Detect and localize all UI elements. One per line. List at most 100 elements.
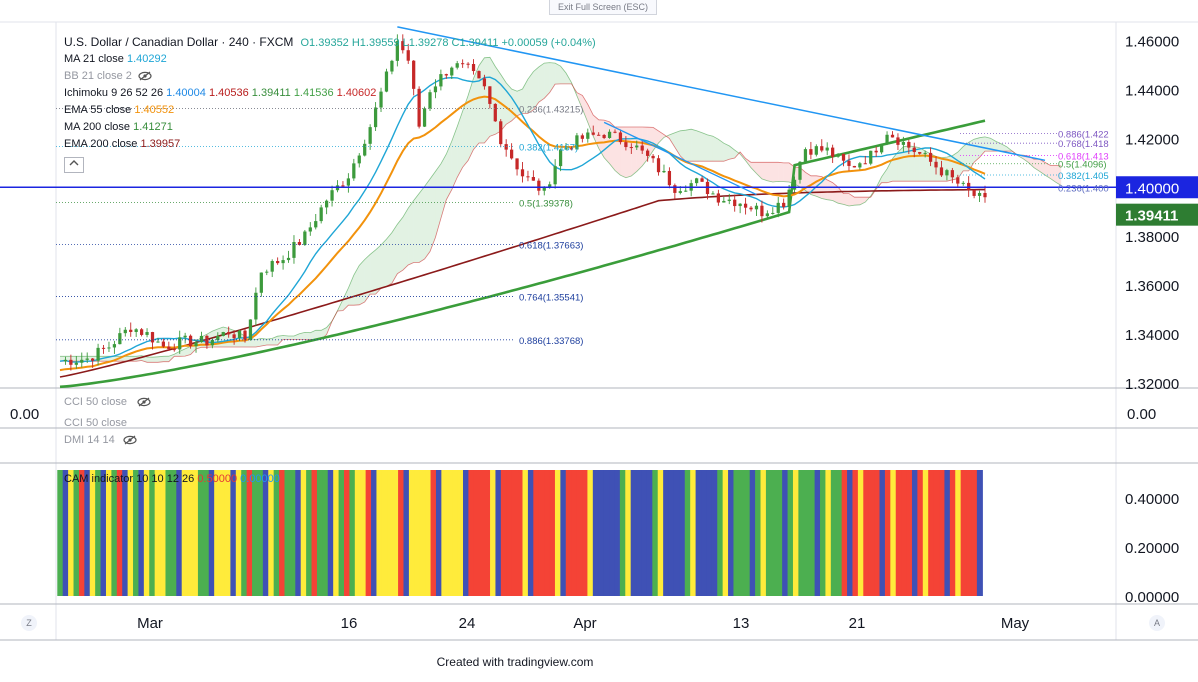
chevron-up-icon [69, 160, 79, 166]
candle-body [667, 170, 672, 186]
cam-bar [95, 470, 102, 596]
legend-ma200[interactable]: MA 200 close 1.41271 [64, 120, 596, 134]
candle-body [907, 141, 911, 148]
cam-bar [733, 470, 740, 596]
candle-body [760, 205, 764, 217]
ichimoku-cloud-segment [179, 348, 186, 357]
ichimoku-cloud-segment [974, 137, 980, 163]
candle-body [961, 182, 965, 184]
cam-bar [284, 470, 291, 596]
legend-ema55[interactable]: EMA 55 close 1.40552 [64, 103, 596, 117]
ichimoku-cloud-segment [625, 126, 632, 178]
candle-body [373, 107, 378, 128]
candle-body [792, 179, 797, 190]
ichimoku-cloud-segment [451, 126, 458, 190]
dmi-legend[interactable]: DMI 14 14 [64, 433, 137, 447]
cam-tick-label: 0.20000 [1125, 540, 1179, 557]
auto-scale-button[interactable]: A [1149, 615, 1165, 631]
cam-bar [414, 470, 421, 596]
candle-body [613, 131, 617, 133]
candle-body [123, 329, 127, 334]
legend-bb21[interactable]: BB 21 close 2 [64, 69, 596, 83]
candle-body [205, 335, 209, 346]
candle-body [983, 192, 987, 198]
trend-line [397, 26, 1046, 162]
symbol-title[interactable]: U.S. Dollar / Canadian Dollar · 240 · FX… [64, 35, 294, 49]
cam-bar [246, 470, 253, 596]
ichimoku-cloud-segment [593, 115, 599, 149]
cam-bar [279, 470, 286, 596]
cam-bar [327, 470, 334, 596]
exit-fullscreen-button[interactable]: Exit Full Screen (ESC) [549, 0, 657, 15]
candle-body [896, 137, 900, 145]
candle-body [950, 170, 954, 178]
cam-bar [901, 470, 908, 596]
candle-body [178, 337, 182, 350]
ichimoku-cloud-segment [288, 335, 294, 340]
candle-body [776, 202, 780, 213]
ichimoku-cloud-segment [767, 162, 773, 182]
bb21-label: BB 21 close 2 [64, 70, 132, 82]
legend-ichimoku[interactable]: Ichimoku 9 26 52 26 1.40004 1.40536 1.39… [64, 86, 596, 100]
cam-bar [560, 470, 567, 596]
candle-body [265, 271, 269, 273]
candle-body [471, 64, 476, 72]
cam-bar [381, 470, 388, 596]
cam-bar [435, 470, 442, 596]
cam-bar [939, 470, 946, 596]
candle-body [700, 178, 704, 182]
legend-ema200[interactable]: EMA 200 close 1.39957 [64, 137, 596, 151]
hidden-eye-icon[interactable] [123, 435, 137, 445]
ichimoku-cloud-segment [963, 142, 969, 171]
cam-bar [668, 470, 675, 596]
cam-bar [949, 470, 956, 596]
cam-bar [425, 470, 432, 596]
collapse-legend-button[interactable] [64, 157, 84, 173]
candle-body [199, 335, 204, 343]
cam-legend[interactable]: CAM indicator 10 10 12 26 0.50000 0.0000… [64, 472, 280, 486]
ichimoku-cloud-segment [881, 168, 888, 183]
candle-body [368, 127, 372, 144]
cam-bar [787, 470, 794, 596]
cam-bar [625, 470, 632, 596]
hidden-eye-icon[interactable] [138, 71, 152, 81]
candle-body [352, 163, 356, 179]
cam-bar [879, 470, 886, 596]
candle-body [69, 359, 73, 365]
cci-legend[interactable]: CCI 50 close [64, 395, 151, 409]
candle-body [646, 150, 650, 156]
candle-body [580, 135, 584, 139]
cam-bar [181, 470, 188, 596]
zoom-reset-button[interactable]: Z [21, 615, 37, 631]
hidden-eye-icon[interactable] [137, 397, 151, 407]
cam-bar [814, 470, 821, 596]
candle-body [509, 149, 514, 159]
cam-bar [316, 470, 323, 596]
price-tick-label: 1.40000 [1125, 180, 1179, 197]
cam-bar [701, 470, 708, 596]
cam-bar [641, 470, 648, 596]
cam-bar [376, 470, 383, 596]
cam-bar [403, 470, 410, 596]
cam-bar [479, 470, 486, 596]
ichimoku-cloud-segment [277, 335, 284, 345]
fib-label-right: 0.382(1.405 [1058, 171, 1109, 182]
legend-ma21[interactable]: MA 21 close 1.40292 [64, 52, 596, 66]
last-price-label: 1.39411 [1125, 208, 1178, 225]
cam-bar [922, 470, 929, 596]
cam-bar [252, 470, 259, 596]
ichimoku-cloud-segment [859, 197, 866, 205]
cam-bar [306, 470, 313, 596]
ichimoku-cloud-segment [707, 134, 713, 162]
cam-bar [695, 470, 702, 596]
candle-body [967, 182, 971, 190]
cci-legend-2[interactable]: CCI 50 close [64, 416, 127, 426]
ichimoku-cloud-segment [375, 245, 382, 295]
cam-bar [143, 470, 150, 596]
price-tick-label: 1.38000 [1125, 229, 1179, 246]
cam-bar [868, 470, 875, 596]
candle-body [662, 170, 666, 173]
cci-label-1: CCI 50 close [64, 396, 127, 408]
cam-bar [874, 470, 881, 596]
